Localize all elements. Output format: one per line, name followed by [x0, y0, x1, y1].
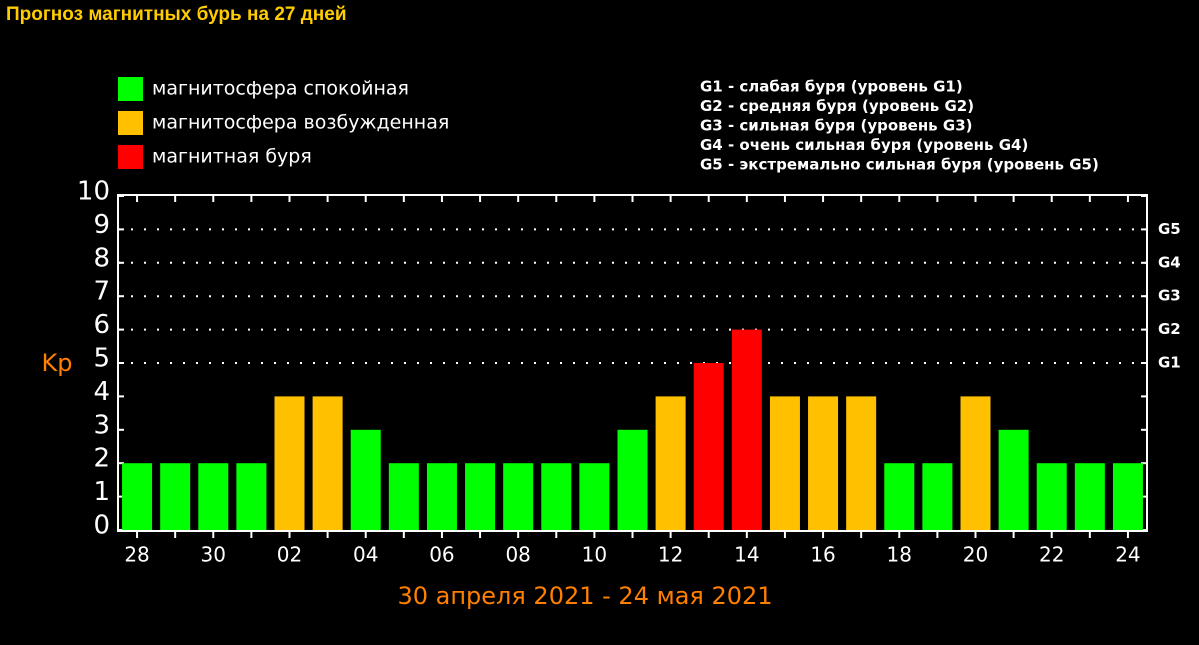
bar: [808, 396, 839, 530]
bar: [769, 396, 800, 530]
bar: [655, 396, 686, 530]
bar: [388, 463, 419, 530]
storm-level-note: G3 - сильная буря (уровень G3): [700, 117, 973, 135]
y-tick-label: 0: [93, 511, 110, 541]
bar: [731, 329, 762, 530]
y2-tick-label: G4: [1158, 253, 1181, 271]
storm-level-note: G1 - слабая буря (уровень G1): [700, 78, 963, 96]
bar: [160, 463, 191, 530]
x-tick-label: 28: [124, 543, 149, 567]
x-tick-label: 16: [810, 543, 835, 567]
x-tick-label: 22: [1039, 543, 1064, 567]
bar: [541, 463, 572, 530]
y-tick-label: 10: [77, 177, 110, 207]
y-tick-label: 5: [93, 344, 110, 374]
legend-label: магнитосфера спокойная: [152, 78, 409, 100]
bar: [274, 396, 305, 530]
bar: [1074, 463, 1105, 530]
bar: [884, 463, 915, 530]
x-tick-label: 04: [353, 543, 378, 567]
x-tick-label: 12: [658, 543, 683, 567]
y-tick-label: 6: [93, 310, 110, 340]
y2-tick-label: G1: [1158, 354, 1181, 372]
bar: [693, 363, 724, 530]
bar: [426, 463, 457, 530]
bar: [236, 463, 267, 530]
bar: [503, 463, 534, 530]
legend-swatch: [118, 77, 143, 101]
storm-level-note: G4 - очень сильная буря (уровень G4): [700, 136, 1028, 154]
bar: [350, 429, 381, 530]
bar: [312, 396, 343, 530]
legend-label: магнитная буря: [152, 146, 312, 168]
legend-label: магнитосфера возбужденная: [152, 112, 449, 134]
x-tick-label: 06: [429, 543, 454, 567]
y2-tick-label: G2: [1158, 320, 1181, 338]
bar: [122, 463, 153, 530]
bar: [198, 463, 229, 530]
y-tick-label: 4: [93, 377, 110, 407]
legend-swatch: [118, 145, 143, 169]
y-axis-label: Kp: [42, 349, 73, 377]
bar: [960, 396, 991, 530]
x-tick-label: 24: [1115, 543, 1140, 567]
y-tick-label: 3: [93, 410, 110, 440]
x-tick-label: 02: [277, 543, 302, 567]
y2-tick-label: G5: [1158, 220, 1181, 238]
bar: [1112, 463, 1143, 530]
x-tick-label: 30: [201, 543, 226, 567]
bar: [922, 463, 953, 530]
x-tick-label: 10: [582, 543, 607, 567]
legend-swatch: [118, 111, 143, 135]
storm-level-note: G2 - средняя буря (уровень G2): [700, 97, 974, 115]
bar: [846, 396, 877, 530]
bar: [1036, 463, 1067, 530]
y-tick-label: 9: [93, 210, 110, 240]
bar: [617, 429, 648, 530]
storm-level-note: G5 - экстремально сильная буря (уровень …: [700, 156, 1099, 174]
x-tick-label: 14: [734, 543, 759, 567]
bar: [998, 429, 1029, 530]
bar: [579, 463, 610, 530]
x-axis-label: 30 апреля 2021 - 24 мая 2021: [397, 582, 772, 610]
x-tick-label: 18: [887, 543, 912, 567]
y-tick-label: 7: [93, 277, 110, 307]
y-tick-label: 8: [93, 243, 110, 273]
y-tick-label: 1: [93, 477, 110, 507]
x-tick-label: 20: [963, 543, 988, 567]
bar: [465, 463, 496, 530]
y2-tick-label: G3: [1158, 287, 1181, 305]
y-tick-label: 2: [93, 444, 110, 474]
x-tick-label: 08: [505, 543, 530, 567]
chart-title: Прогноз магнитных бурь на 27 дней: [6, 4, 347, 25]
